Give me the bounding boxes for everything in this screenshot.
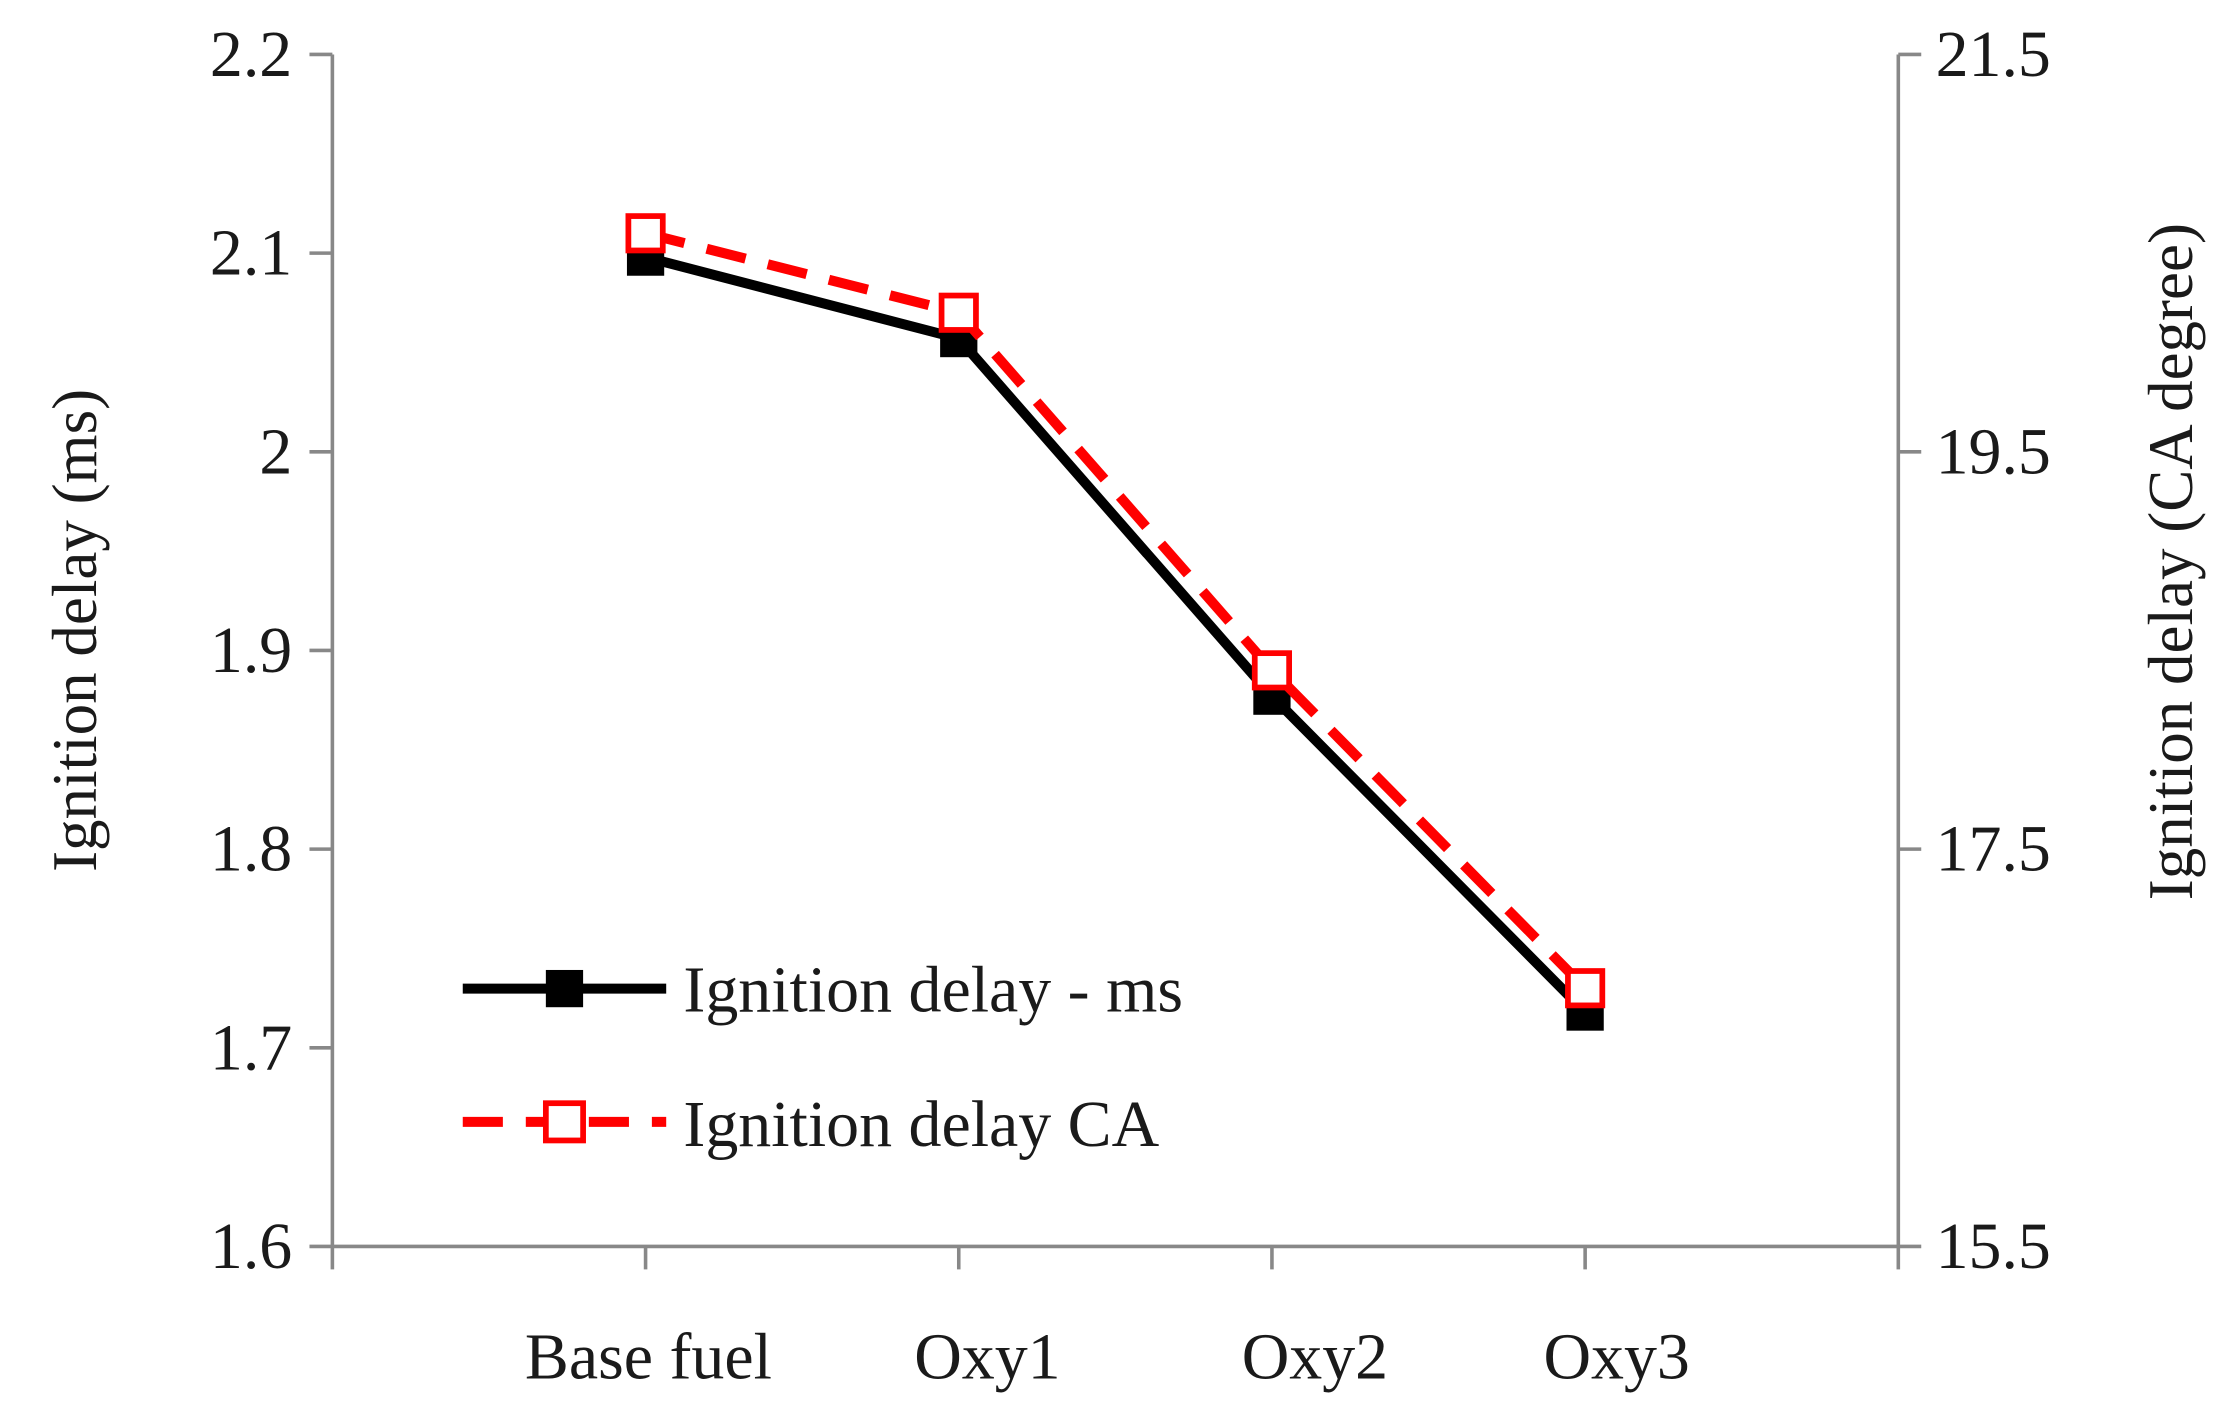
y-tick-label-right: 21.5 bbox=[1936, 18, 2051, 91]
y-tick-label-left: 1.8 bbox=[210, 813, 292, 886]
legend-marker-ca bbox=[542, 1100, 586, 1144]
y-tick-label-left: 1.6 bbox=[210, 1210, 292, 1283]
data-point-ca bbox=[625, 213, 666, 254]
legend-label-ca: Ignition delay CA bbox=[683, 1088, 1159, 1161]
x-tick-label: Oxy2 bbox=[1242, 1320, 1388, 1393]
x-tick-label: Base fuel bbox=[525, 1320, 772, 1393]
data-point-ca bbox=[1251, 650, 1293, 691]
series-line-ca bbox=[644, 228, 1589, 992]
y-axis-right-label: Ignition delay (CA degree) bbox=[2136, 223, 2206, 900]
legend: Ignition delay - ms Ignition delay CA bbox=[462, 954, 1183, 1161]
y-tick-label-left: 2.1 bbox=[210, 217, 292, 290]
legend-marker-ms bbox=[545, 969, 584, 1008]
data-point-ca bbox=[938, 292, 979, 333]
legend-label-ms: Ignition delay - ms bbox=[683, 954, 1183, 1027]
y-axis-left-label: Ignition delay (ms) bbox=[40, 389, 110, 872]
x-tick-label: Oxy1 bbox=[914, 1320, 1060, 1393]
y-tick-label-left: 2.2 bbox=[210, 18, 292, 91]
series-line-ms bbox=[644, 252, 1589, 1016]
y-tick-label-right: 15.5 bbox=[1936, 1210, 2051, 1283]
x-tick-label: Oxy3 bbox=[1543, 1320, 1689, 1393]
y-tick-label-left: 1.9 bbox=[210, 614, 292, 687]
y-tick-label-left: 1.7 bbox=[210, 1011, 292, 1084]
y-tick-label-right: 19.5 bbox=[1936, 415, 2051, 488]
y-tick-label-left: 2 bbox=[259, 415, 292, 488]
series bbox=[625, 213, 1606, 1031]
data-point-ca bbox=[1565, 968, 1606, 1009]
axes bbox=[309, 52, 1922, 1270]
y-tick-label-right: 17.5 bbox=[1936, 813, 2051, 886]
tick-labels: 1.6 1.7 1.8 1.9 2 2.1 2.2 15.5 17.5 19.5 21.5 Base … bbox=[210, 18, 2051, 1393]
